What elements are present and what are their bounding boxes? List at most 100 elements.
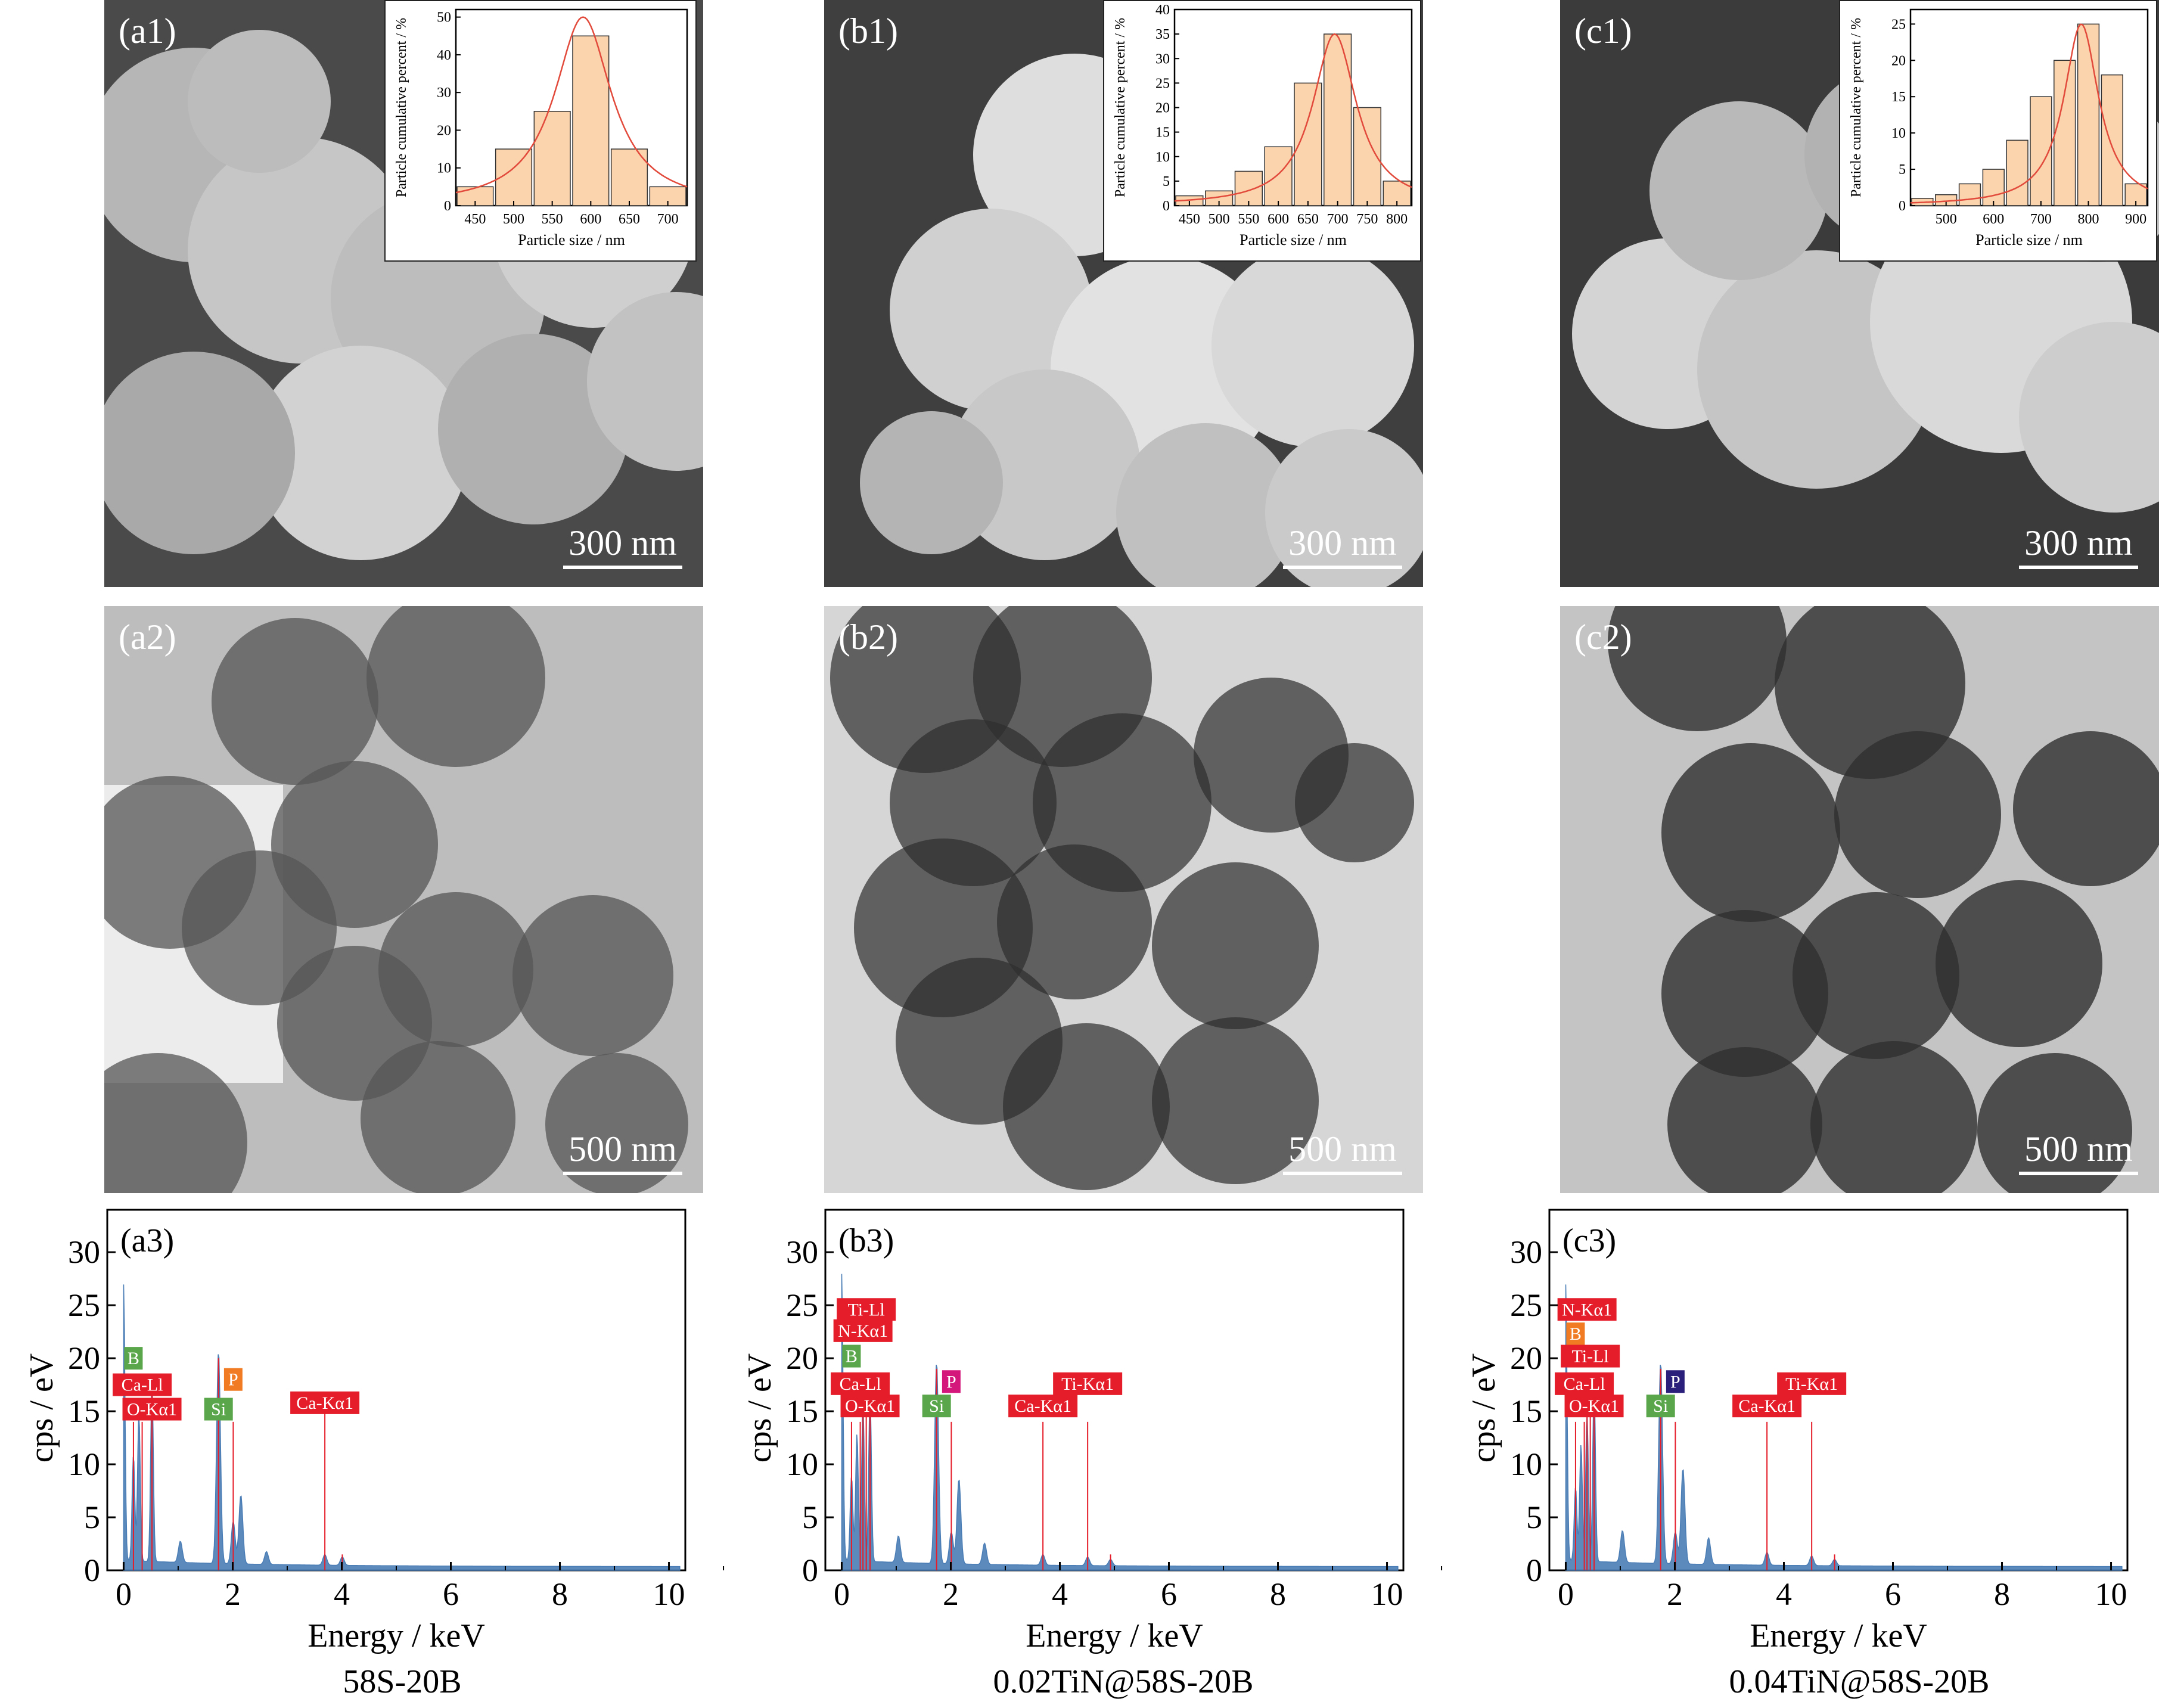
- y-tick-label: 15: [1155, 125, 1170, 141]
- x-tick-label: 550: [542, 212, 563, 227]
- element-marker: Ca-Ll: [831, 1372, 890, 1395]
- scale-bar: 300 nm: [1283, 525, 1402, 569]
- element-marker: N-Kα1: [1557, 1298, 1617, 1321]
- x-axis-label: Energy / keV: [307, 1617, 485, 1654]
- element-marker-box: [223, 1368, 243, 1391]
- element-marker: B: [842, 1344, 861, 1368]
- hist-frame: [1909, 8, 2149, 207]
- histogram-bar: [1958, 183, 1981, 206]
- sem-image-b1: (b1) 450 500 550 600 650 700 750 800 0 5 10 15 20 25 3…: [824, 0, 1423, 587]
- element-marker-label: Ca-Kα1: [1014, 1396, 1071, 1416]
- y-tick-label: 5: [1163, 174, 1170, 190]
- x-axis-label: Energy / keV: [1750, 1617, 1927, 1654]
- x-tick-label: 700: [657, 212, 679, 227]
- element-marker-label: Si: [1653, 1396, 1668, 1416]
- y-tick-label: 10: [68, 1446, 100, 1482]
- element-marker: Ca-Kα1: [1732, 1395, 1802, 1418]
- element-marker-box: [1564, 1395, 1624, 1418]
- spectrum-area: [1565, 1284, 2123, 1571]
- x-tick-label: 4: [1776, 1576, 1792, 1612]
- histogram-bar: [1234, 170, 1263, 206]
- x-tick-label: 8: [1270, 1576, 1286, 1612]
- y-axis-label: Particle cumulative percent / %: [1113, 18, 1128, 197]
- y-tick-label: 30: [437, 85, 451, 101]
- element-marker-box: [113, 1373, 172, 1396]
- x-tick-label: 0: [834, 1576, 850, 1612]
- element-marker-box: [122, 1398, 182, 1421]
- element-marker-label: N-Kα1: [1562, 1300, 1612, 1319]
- element-marker-box: [1777, 1372, 1847, 1395]
- y-tick-label: 30: [1510, 1234, 1542, 1270]
- histogram-bar: [572, 35, 610, 206]
- element-marker-box: [1566, 1322, 1585, 1346]
- element-marker-box: [1561, 1344, 1620, 1368]
- histogram-bar: [1324, 33, 1352, 206]
- x-tick-label: 10: [653, 1576, 685, 1612]
- y-tick-label: 0: [84, 1552, 100, 1588]
- histogram-bar: [610, 148, 648, 206]
- x-axis-label: Particle size / nm: [1240, 231, 1347, 249]
- y-tick-label: 35: [1155, 27, 1170, 42]
- element-marker-label: Ca-Kα1: [1738, 1396, 1795, 1416]
- element-marker-label: O-Kα1: [845, 1396, 895, 1416]
- sem-image-c1: (c1) 500 600 700 800 900 0 5 10 15 20 25 Particle s…: [1560, 0, 2159, 587]
- element-marker-box: [1666, 1370, 1685, 1393]
- element-marker: B: [124, 1347, 143, 1370]
- x-tick-label: 450: [464, 212, 486, 227]
- y-tick-label: 10: [786, 1446, 818, 1482]
- y-tick-label: 30: [786, 1234, 818, 1270]
- element-marker: O-Kα1: [122, 1398, 182, 1421]
- element-marker-box: [840, 1395, 900, 1418]
- eds-spectrum-c3: (c3) N-Kα1 B Ti-Ll Ca-Ll O-Kα1 Si P Ca-Kα1 Ti-Kα1…: [1442, 1198, 2157, 1657]
- element-marker: Si: [1646, 1395, 1675, 1418]
- y-tick-label: 40: [1155, 2, 1170, 18]
- element-marker-box: [831, 1372, 890, 1395]
- element-marker: P: [942, 1370, 961, 1393]
- y-tick-label: 15: [1510, 1393, 1542, 1429]
- sample-caption-002tin: 0.02TiN@58S-20B: [993, 1663, 1254, 1700]
- y-tick-label: 20: [1510, 1340, 1542, 1376]
- panel-label: (c2): [1574, 617, 1632, 657]
- x-tick-label: 2: [1667, 1576, 1683, 1612]
- y-tick-label: 15: [1891, 89, 1906, 105]
- scale-bar: 300 nm: [2019, 525, 2138, 569]
- panel-label: (a1): [119, 11, 176, 51]
- x-tick-label: 750: [1356, 212, 1378, 227]
- panel-label: (c3): [1562, 1222, 1616, 1259]
- tem-spheres-b2: [824, 606, 1423, 1193]
- element-marker-box: [842, 1344, 861, 1368]
- x-tick-label: 6: [1161, 1576, 1177, 1612]
- fit-curve: [1910, 23, 2148, 204]
- x-axis-label: Energy / keV: [1026, 1617, 1203, 1654]
- y-tick-label: 15: [68, 1393, 100, 1429]
- tem-spheres-a2: [104, 606, 703, 1193]
- x-tick-label: 500: [503, 212, 524, 227]
- x-tick-label: 10: [2095, 1576, 2127, 1612]
- y-tick-label: 20: [1155, 101, 1170, 116]
- element-marker-label: Ti-Kα1: [1785, 1374, 1838, 1394]
- y-tick-label: 5: [802, 1499, 818, 1535]
- eds-spectrum-b3: (b3) Ti-Ll N-Kα1 B Ca-Ll O-Kα1 Si P Ca-Kα1 Ti-Kα1…: [718, 1198, 1443, 1657]
- element-marker: O-Kα1: [840, 1395, 900, 1418]
- panel-label: (c1): [1574, 11, 1632, 51]
- element-marker: Ti-Ll: [837, 1298, 896, 1321]
- element-marker-label: O-Kα1: [1569, 1396, 1619, 1416]
- element-marker-box: [833, 1319, 893, 1342]
- element-marker-box: [1646, 1395, 1675, 1418]
- y-tick-label: 25: [68, 1287, 100, 1323]
- panel-label: (a3): [120, 1222, 174, 1259]
- spectrum-area: [841, 1274, 1399, 1571]
- element-marker-label: O-Kα1: [127, 1400, 177, 1420]
- histogram-bar: [1982, 169, 2005, 206]
- y-axis-label: cps / eV: [741, 1353, 778, 1463]
- scale-bar: 300 nm: [563, 525, 682, 569]
- x-axis-label: Particle size / nm: [1975, 231, 2083, 249]
- y-tick-label: 0: [1526, 1552, 1542, 1588]
- y-tick-label: 10: [1155, 150, 1170, 165]
- element-marker-box: [922, 1395, 951, 1418]
- x-tick-label: 500: [1209, 212, 1230, 227]
- fit-curve: [455, 16, 688, 194]
- y-tick-label: 40: [437, 48, 451, 63]
- y-tick-label: 20: [68, 1340, 100, 1376]
- x-tick-label: 700: [1327, 212, 1349, 227]
